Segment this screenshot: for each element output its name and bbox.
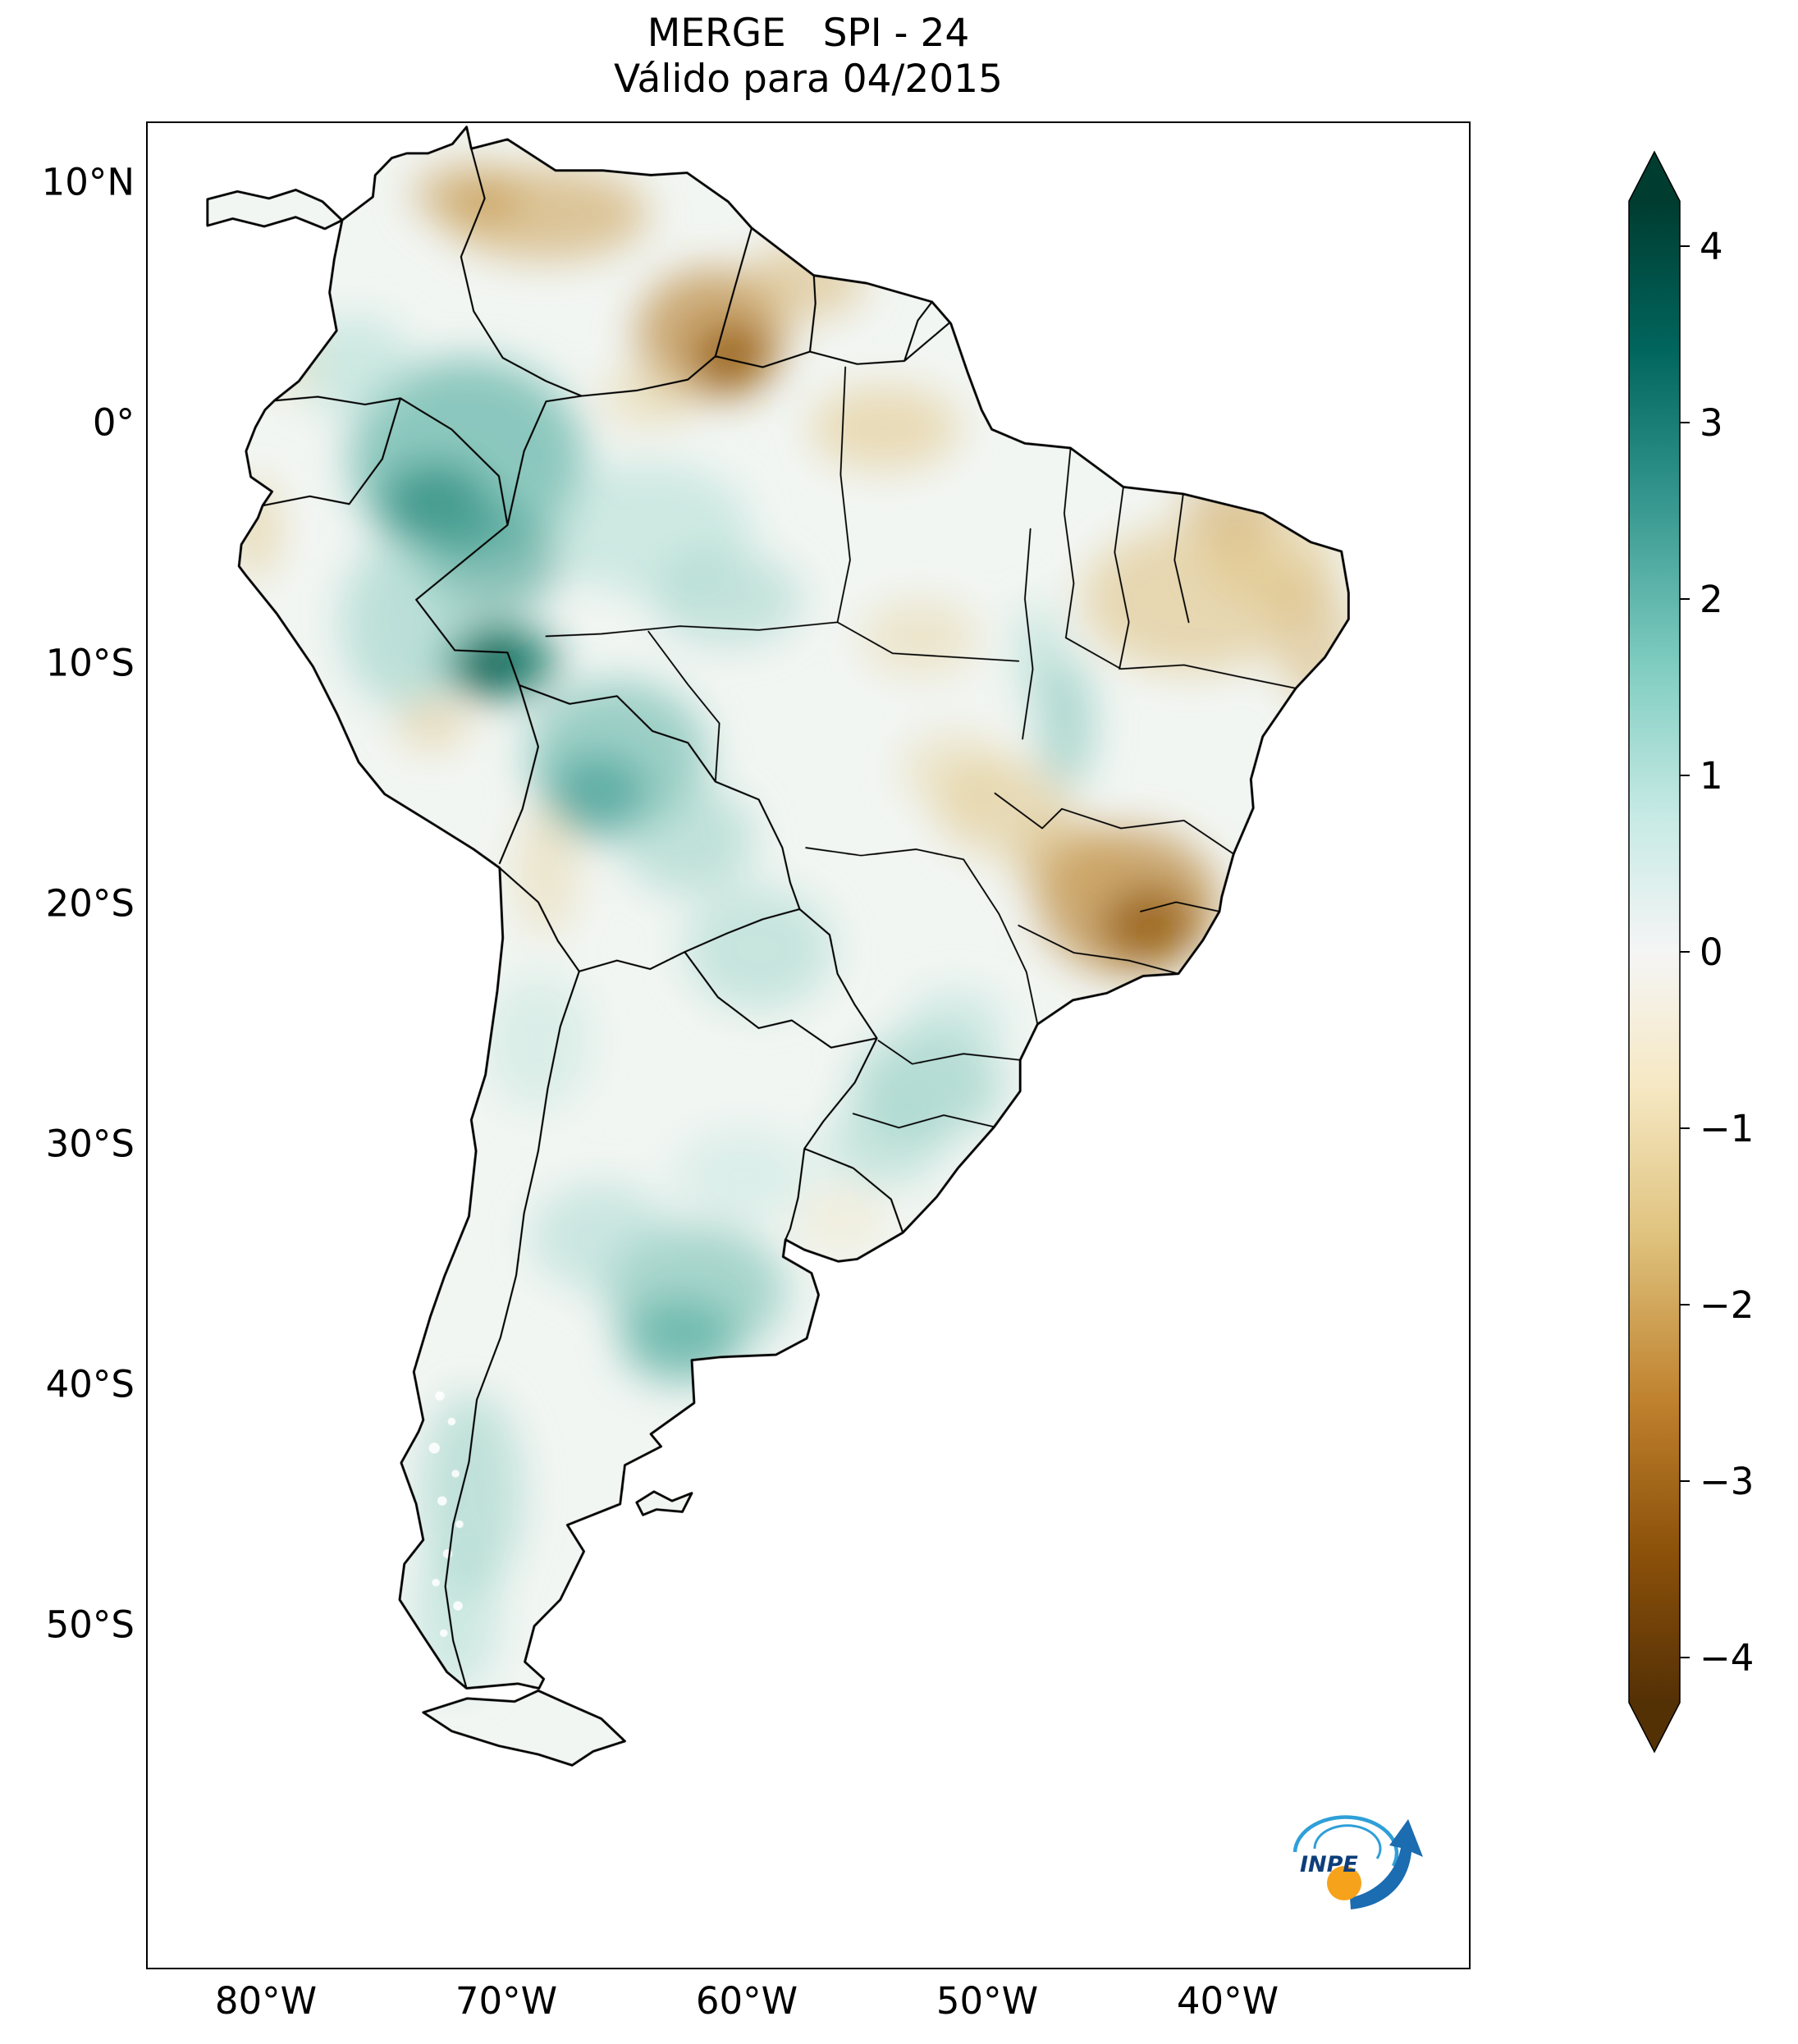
colorbar: 4 3 2 1 0 −1 −2 −3 −4 <box>1628 150 1754 1754</box>
y-tick-label: 10°S <box>45 641 135 685</box>
colorbar-tick-label: −4 <box>1700 1636 1754 1680</box>
colorbar-tick-label: −3 <box>1700 1460 1754 1503</box>
x-tick-label: 40°W <box>1176 1979 1279 2023</box>
y-tick-label: 40°S <box>45 1362 135 1406</box>
logo-text: INPE <box>1300 1852 1358 1877</box>
y-tick-label: 30°S <box>45 1122 135 1166</box>
coastline <box>206 126 1350 1767</box>
state-borders <box>545 366 1297 1129</box>
figure-subtitle: Válido para 04/2015 <box>614 57 1003 102</box>
colorbar-tick-label: −2 <box>1700 1283 1754 1327</box>
colorbar-tick-label: 3 <box>1700 401 1723 445</box>
y-tick-label: 10°N <box>41 160 135 204</box>
spi-field <box>207 126 1349 1766</box>
south-america-map <box>206 126 1350 1767</box>
country-borders <box>261 148 949 1690</box>
x-tick-label: 80°W <box>214 1979 318 2023</box>
logo-orbit-icon <box>1292 1815 1399 1868</box>
map-plot-frame <box>146 121 1471 1969</box>
y-tick-label: 50°S <box>45 1603 135 1647</box>
x-tick-label: 70°W <box>455 1979 558 2023</box>
colorbar-tick-label: −1 <box>1700 1107 1754 1150</box>
logo-planet-icon <box>1327 1866 1361 1900</box>
colorbar-tick-label: 2 <box>1700 578 1723 621</box>
colorbar-tick-label: 1 <box>1700 754 1723 798</box>
y-tick-label: 0° <box>92 400 135 445</box>
colorbar-tick-label: 4 <box>1700 225 1723 268</box>
colorbar-tick-marks <box>1680 245 1690 1658</box>
inpe-logo: INPE <box>1292 1815 1423 1909</box>
no-data-speckles <box>428 1391 464 1637</box>
colorbar-tick-label: 0 <box>1700 931 1723 974</box>
x-tick-label: 50°W <box>936 1979 1039 2023</box>
logo-arrow-icon <box>1350 1819 1423 1909</box>
y-tick-label: 20°S <box>45 881 135 926</box>
colorbar-gradient <box>1628 150 1681 1754</box>
logo-inner-orbit-icon <box>1313 1824 1382 1859</box>
x-tick-label: 60°W <box>695 1979 798 2023</box>
figure-title: MERGE SPI - 24 <box>647 11 970 56</box>
